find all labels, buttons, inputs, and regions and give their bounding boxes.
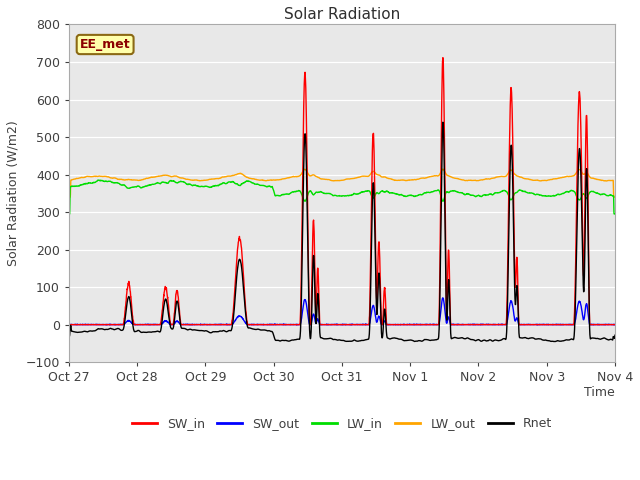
Rnet xyxy=(446,315,454,321)
Legend: SW_in, SW_out, LW_in, LW_out, Rnet: SW_in, SW_out, LW_in, LW_out, Rnet xyxy=(127,412,557,435)
LW_in xyxy=(411,193,419,199)
Rnet xyxy=(446,309,454,314)
SW_out xyxy=(611,322,619,327)
SW_out xyxy=(239,315,246,321)
LW_in xyxy=(446,189,454,194)
LW_in xyxy=(239,181,246,187)
Text: EE_met: EE_met xyxy=(80,38,131,51)
SW_in xyxy=(611,322,619,327)
Text: Time: Time xyxy=(584,386,615,399)
LW_out xyxy=(446,174,454,180)
LW_in xyxy=(611,211,619,217)
Rnet xyxy=(411,338,419,344)
LW_in xyxy=(516,187,524,192)
Rnet xyxy=(611,332,619,338)
LW_out xyxy=(439,166,447,172)
SW_out xyxy=(411,322,419,327)
LW_out xyxy=(411,177,419,182)
SW_out xyxy=(516,322,524,327)
SW_in xyxy=(238,252,246,258)
Line: SW_in: SW_in xyxy=(69,58,615,324)
Rnet xyxy=(551,339,559,345)
SW_out xyxy=(446,320,454,326)
SW_out xyxy=(447,321,454,326)
LW_out xyxy=(446,174,454,180)
Line: Rnet: Rnet xyxy=(69,122,615,342)
Y-axis label: Solar Radiation (W/m2): Solar Radiation (W/m2) xyxy=(7,120,20,266)
Rnet xyxy=(476,337,483,343)
LW_out xyxy=(476,178,483,183)
Rnet xyxy=(238,269,246,275)
LW_out xyxy=(611,194,619,200)
SW_in xyxy=(65,322,73,327)
LW_out xyxy=(238,171,246,177)
LW_in xyxy=(446,189,454,194)
SW_in xyxy=(516,322,524,327)
LW_in xyxy=(65,211,73,217)
Title: Solar Radiation: Solar Radiation xyxy=(284,7,400,22)
SW_out xyxy=(65,322,73,327)
SW_out xyxy=(476,322,483,327)
SW_in xyxy=(439,55,447,60)
Line: LW_out: LW_out xyxy=(69,169,615,197)
LW_out xyxy=(65,194,73,200)
SW_in xyxy=(476,322,483,327)
LW_in xyxy=(476,193,483,199)
Rnet xyxy=(439,120,447,125)
SW_in xyxy=(446,297,454,302)
Rnet xyxy=(65,330,73,336)
SW_out xyxy=(439,295,447,301)
Line: SW_out: SW_out xyxy=(69,298,615,324)
Rnet xyxy=(516,335,524,340)
SW_out xyxy=(65,322,73,327)
LW_out xyxy=(516,174,524,180)
SW_in xyxy=(446,306,454,312)
Line: LW_in: LW_in xyxy=(69,180,615,214)
SW_in xyxy=(411,322,419,327)
LW_in xyxy=(94,177,102,183)
